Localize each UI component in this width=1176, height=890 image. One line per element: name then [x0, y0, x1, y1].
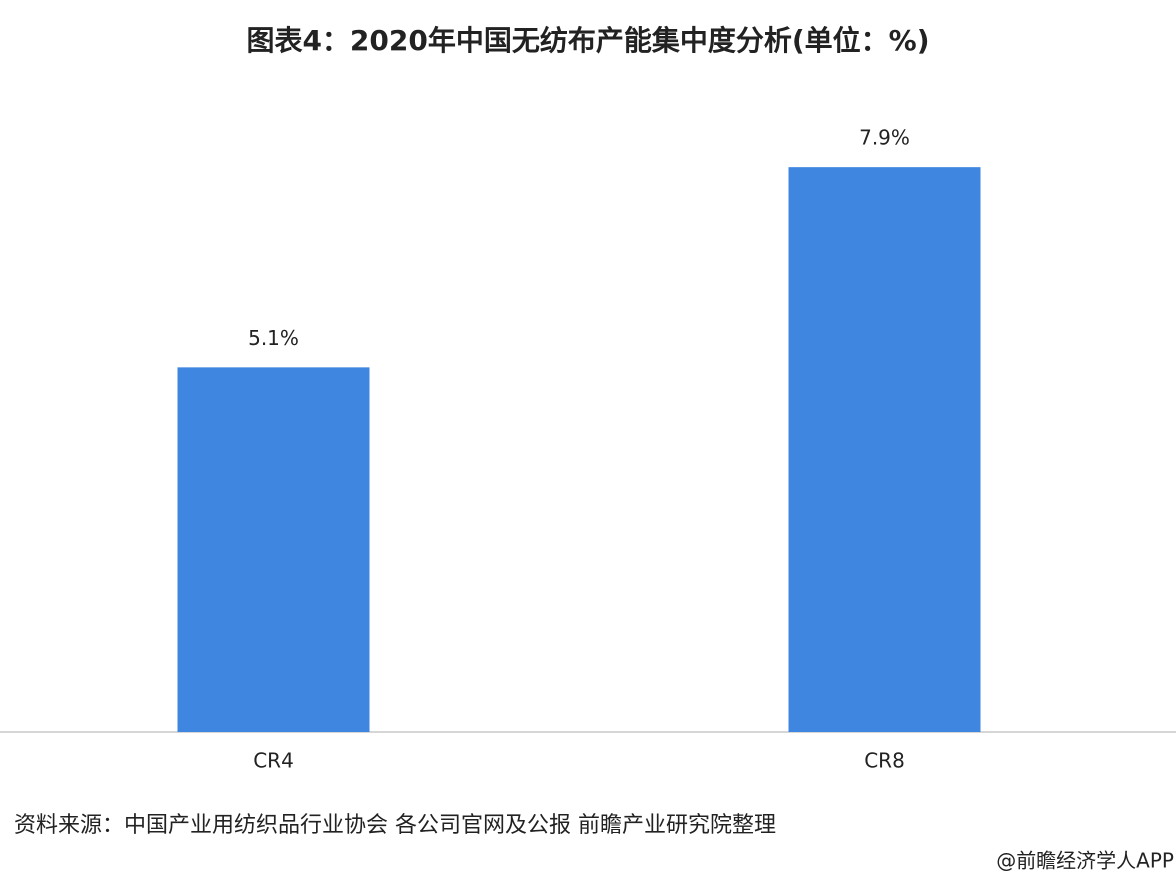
value-label: 7.9% [859, 126, 910, 150]
chart-title: 图表4：2020年中国无纺布产能集中度分析(单位：%) [246, 24, 929, 57]
x-tick-label: CR4 [253, 749, 294, 773]
x-tick-label: CR8 [864, 749, 905, 773]
source-note: 资料来源：中国产业用纺织品行业协会 各公司官网及公报 前瞻产业研究院整理 [14, 813, 776, 838]
watermark: @前瞻经济学人APP [996, 849, 1174, 873]
bar [177, 367, 370, 732]
value-label: 5.1% [248, 326, 299, 350]
bar [788, 167, 981, 732]
